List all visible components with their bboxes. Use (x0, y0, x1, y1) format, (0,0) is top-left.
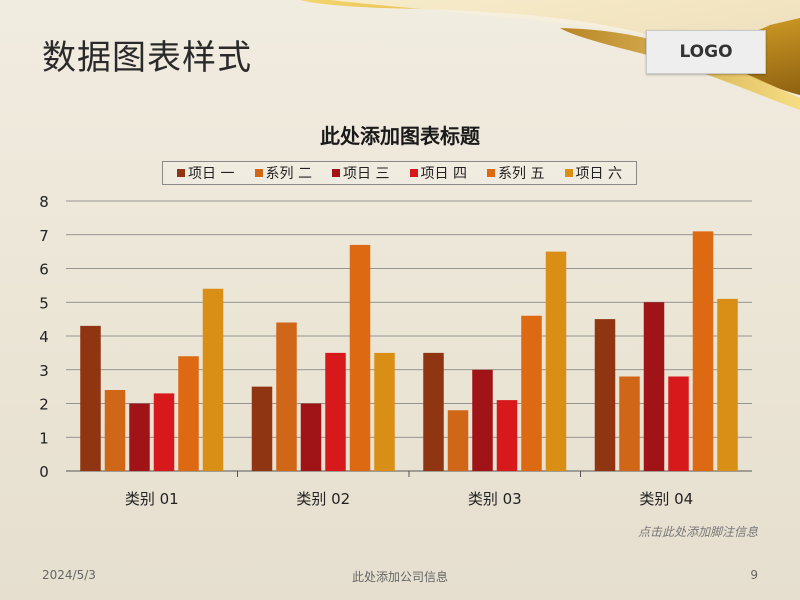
x-category-label: 类别 01 (125, 490, 179, 508)
logo-placeholder: LOGO (646, 30, 766, 74)
chart-legend: 项日 一 系列 二 项日 三 项日 四 系列 五 项日 六 (162, 161, 637, 185)
legend-swatch (409, 169, 418, 177)
y-tick-label: 3 (39, 362, 49, 380)
bar (472, 369, 493, 471)
legend-item: 项日 三 (332, 163, 389, 183)
bar (325, 352, 346, 471)
footer-company: 此处添加公司信息 (351, 570, 448, 584)
legend-label: 系列 五 (498, 166, 545, 182)
y-tick-label: 4 (39, 328, 49, 346)
y-tick-label: 0 (39, 463, 49, 481)
footnote: 点击此处添加脚注信息 (637, 525, 758, 539)
y-tick-label: 2 (39, 396, 49, 414)
bar (496, 400, 518, 471)
bar (447, 410, 469, 471)
chart-title: 此处添加图表标题 (320, 124, 480, 148)
bar (153, 393, 175, 471)
bar (251, 386, 273, 471)
bar (349, 244, 371, 471)
bar (619, 376, 640, 471)
legend-item: 系列 二 (254, 163, 312, 183)
legend-item: 项日 六 (564, 163, 622, 183)
x-category-label: 类别 02 (296, 490, 350, 508)
bar (276, 322, 297, 471)
bar (178, 356, 199, 471)
bar (692, 231, 714, 471)
legend-item: 项日 四 (409, 163, 467, 183)
bar (545, 251, 567, 471)
x-category-label: 类别 03 (468, 490, 522, 508)
slide-title: 数据图表样式 (42, 38, 252, 78)
y-tick-label: 5 (39, 294, 49, 312)
legend-item: 系列 五 (487, 163, 544, 183)
y-tick-label: 1 (39, 429, 49, 447)
bar (80, 325, 101, 471)
legend-label: 项日 四 (420, 166, 467, 182)
legend-swatch (487, 169, 496, 177)
bar (129, 403, 150, 471)
legend-swatch (332, 169, 341, 177)
legend-label: 项日 三 (343, 166, 390, 182)
bar (668, 376, 689, 471)
bar (717, 298, 738, 471)
bar (374, 352, 395, 471)
legend-swatch (254, 169, 263, 177)
bar (300, 403, 322, 471)
legend-item: 项日 一 (177, 163, 234, 183)
x-category-label: 类别 04 (639, 490, 693, 508)
y-tick-label: 7 (39, 227, 49, 245)
footer-date: 2024/5/3 (42, 568, 96, 582)
bar (594, 319, 616, 471)
y-tick-label: 8 (39, 193, 49, 211)
bar (423, 352, 444, 471)
bar (202, 288, 224, 471)
bar (643, 302, 665, 471)
legend-label: 项日 一 (188, 166, 235, 182)
legend-swatch (177, 169, 186, 177)
bar (104, 390, 126, 471)
legend-label: 项日 六 (575, 166, 622, 182)
y-tick-label: 6 (39, 261, 49, 279)
legend-label: 系列 二 (265, 166, 312, 182)
page-number: 9 (750, 568, 758, 582)
legend-swatch (564, 169, 573, 177)
bar (521, 315, 542, 471)
